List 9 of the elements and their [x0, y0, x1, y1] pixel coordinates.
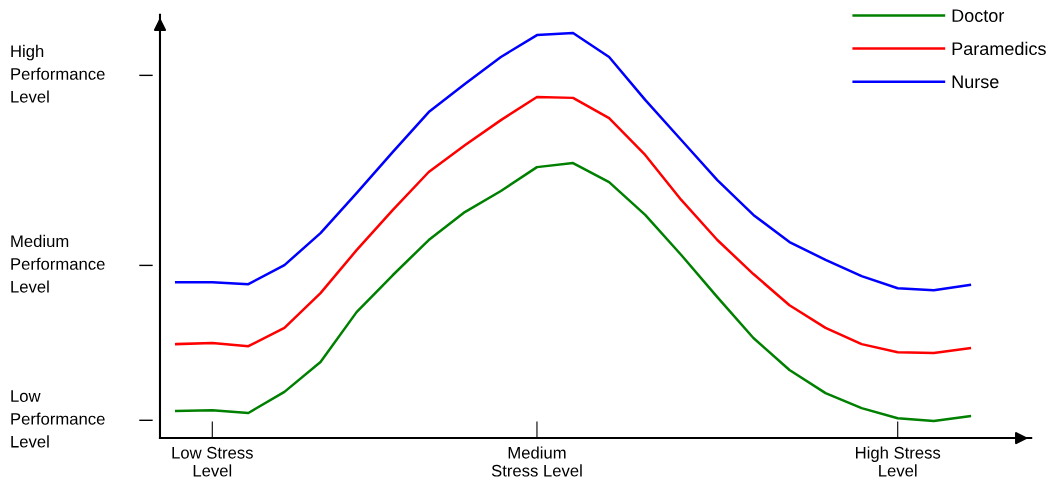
text: Low Performance Level	[11, 390, 105, 448]
legend-label: Doctor	[952, 9, 1005, 23]
text: Medium Performance Level	[11, 234, 105, 293]
x-tick-label: Low Stress Level	[172, 446, 253, 477]
legend-label: Nurse	[952, 75, 999, 89]
x-tick-label: Medium Stress Level	[491, 446, 582, 477]
legend-label: Paramedics	[952, 41, 1046, 56]
x-tick-label: High Stress Level	[856, 446, 941, 477]
text: High Performance Level	[11, 44, 105, 103]
